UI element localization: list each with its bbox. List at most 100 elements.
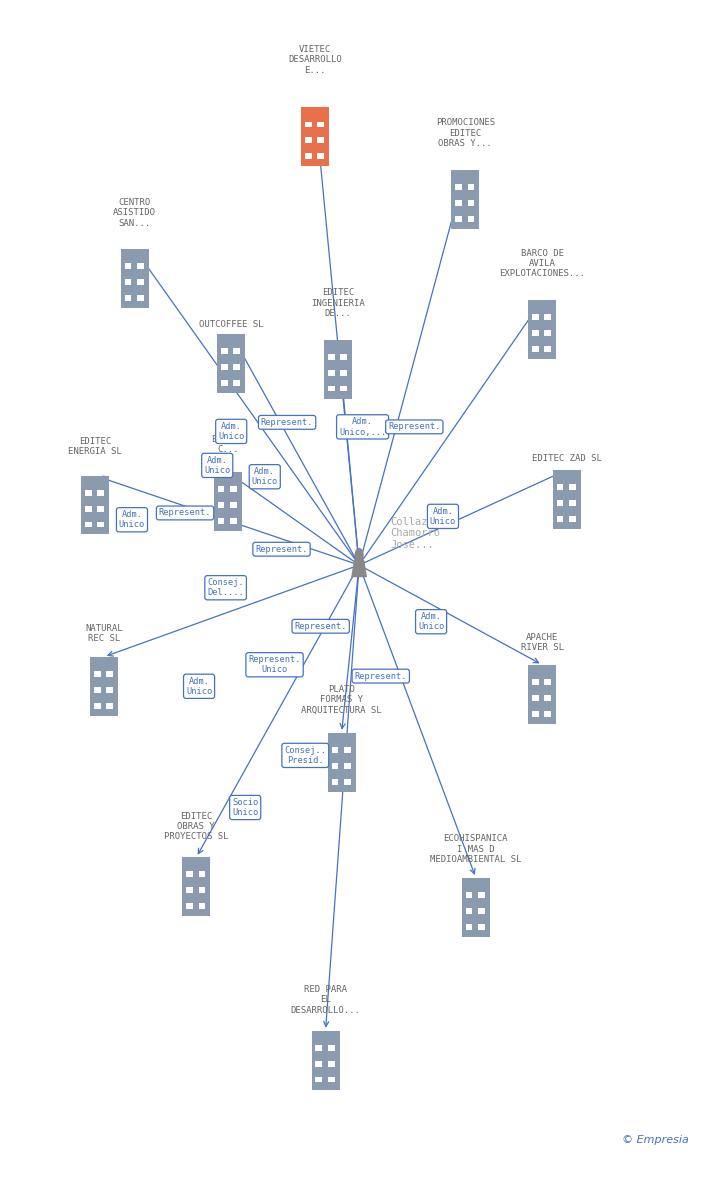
Circle shape	[355, 548, 364, 563]
FancyBboxPatch shape	[478, 907, 485, 913]
FancyBboxPatch shape	[328, 1044, 334, 1050]
FancyBboxPatch shape	[218, 503, 224, 509]
Text: PLATO
FORMAS Y
ARQUITECTURA SL: PLATO FORMAS Y ARQUITECTURA SL	[301, 684, 382, 715]
FancyBboxPatch shape	[331, 779, 339, 785]
FancyBboxPatch shape	[466, 924, 472, 930]
Text: Represent.: Represent.	[355, 671, 407, 681]
FancyBboxPatch shape	[218, 518, 224, 524]
FancyBboxPatch shape	[182, 858, 210, 916]
FancyBboxPatch shape	[234, 363, 240, 369]
FancyBboxPatch shape	[124, 263, 132, 269]
FancyBboxPatch shape	[106, 687, 113, 693]
FancyBboxPatch shape	[199, 887, 205, 893]
FancyBboxPatch shape	[305, 153, 312, 159]
FancyBboxPatch shape	[532, 710, 539, 716]
FancyBboxPatch shape	[532, 314, 539, 320]
FancyBboxPatch shape	[85, 490, 92, 496]
FancyBboxPatch shape	[94, 687, 100, 693]
FancyBboxPatch shape	[328, 386, 335, 392]
Text: Represent.: Represent.	[159, 509, 211, 518]
Text: Adm.
Unico: Adm. Unico	[119, 510, 145, 530]
FancyBboxPatch shape	[106, 703, 113, 709]
Text: NATURAL
REC SL: NATURAL REC SL	[85, 624, 123, 643]
Text: Represent.: Represent.	[294, 622, 347, 631]
FancyBboxPatch shape	[532, 695, 539, 701]
Text: APACHE
RIVER SL: APACHE RIVER SL	[521, 632, 563, 653]
Text: CENTRO
ASISTIDO
SAN...: CENTRO ASISTIDO SAN...	[114, 198, 157, 228]
FancyBboxPatch shape	[315, 1061, 323, 1067]
Text: Represent.
Unico: Represent. Unico	[248, 655, 301, 675]
FancyBboxPatch shape	[317, 137, 324, 143]
FancyBboxPatch shape	[124, 295, 132, 301]
FancyBboxPatch shape	[331, 762, 339, 768]
FancyBboxPatch shape	[217, 334, 245, 393]
FancyBboxPatch shape	[97, 490, 104, 496]
FancyBboxPatch shape	[344, 779, 351, 785]
FancyBboxPatch shape	[545, 710, 551, 716]
FancyBboxPatch shape	[455, 184, 462, 190]
FancyBboxPatch shape	[545, 330, 551, 336]
Text: Represent.: Represent.	[261, 418, 313, 427]
FancyBboxPatch shape	[331, 747, 339, 753]
FancyBboxPatch shape	[315, 1044, 323, 1050]
FancyBboxPatch shape	[305, 137, 312, 143]
FancyBboxPatch shape	[230, 503, 237, 509]
FancyBboxPatch shape	[221, 348, 228, 354]
FancyBboxPatch shape	[557, 516, 563, 522]
FancyBboxPatch shape	[545, 695, 551, 701]
FancyBboxPatch shape	[344, 747, 351, 753]
FancyBboxPatch shape	[529, 300, 556, 359]
FancyBboxPatch shape	[234, 380, 240, 386]
Text: Adm.
Unico: Adm. Unico	[204, 455, 230, 476]
FancyBboxPatch shape	[121, 249, 149, 308]
FancyBboxPatch shape	[137, 295, 143, 301]
Text: VIETEC
DESARROLLO
E...: VIETEC DESARROLLO E...	[288, 45, 342, 74]
FancyBboxPatch shape	[234, 348, 240, 354]
FancyBboxPatch shape	[186, 872, 193, 878]
FancyBboxPatch shape	[124, 278, 132, 284]
FancyBboxPatch shape	[478, 892, 485, 898]
FancyBboxPatch shape	[90, 657, 118, 716]
FancyBboxPatch shape	[186, 887, 193, 893]
FancyBboxPatch shape	[478, 924, 485, 930]
FancyBboxPatch shape	[94, 671, 100, 677]
FancyBboxPatch shape	[328, 1076, 334, 1082]
FancyBboxPatch shape	[324, 340, 352, 399]
Text: Adm.
Unico: Adm. Unico	[186, 676, 212, 696]
FancyBboxPatch shape	[455, 199, 462, 205]
FancyBboxPatch shape	[545, 346, 551, 352]
Text: Consej.
Del....: Consej. Del....	[207, 578, 244, 597]
FancyBboxPatch shape	[97, 505, 104, 511]
FancyBboxPatch shape	[106, 671, 113, 677]
FancyBboxPatch shape	[467, 199, 474, 205]
FancyBboxPatch shape	[532, 346, 539, 352]
Text: Adm.
Unico: Adm. Unico	[430, 506, 456, 526]
FancyBboxPatch shape	[317, 122, 324, 127]
FancyBboxPatch shape	[199, 872, 205, 878]
FancyBboxPatch shape	[221, 363, 228, 369]
FancyBboxPatch shape	[221, 380, 228, 386]
FancyBboxPatch shape	[137, 278, 143, 284]
Text: Consej..
Presid.: Consej.. Presid.	[285, 746, 326, 765]
FancyBboxPatch shape	[466, 907, 472, 913]
Text: ECOHISPANICA
I MAS D
MEDIOAMBIENTAL SL: ECOHISPANICA I MAS D MEDIOAMBIENTAL SL	[430, 834, 521, 864]
FancyBboxPatch shape	[569, 484, 576, 490]
FancyBboxPatch shape	[569, 516, 576, 522]
FancyBboxPatch shape	[218, 486, 224, 492]
FancyBboxPatch shape	[341, 369, 347, 375]
Text: OUTCOFFEE SL: OUTCOFFEE SL	[199, 321, 264, 329]
FancyBboxPatch shape	[199, 903, 205, 909]
FancyBboxPatch shape	[328, 1061, 334, 1067]
Text: PROMOCIONES
EDITEC
OBRAS Y...: PROMOCIONES EDITEC OBRAS Y...	[436, 118, 495, 149]
FancyBboxPatch shape	[467, 216, 474, 222]
FancyBboxPatch shape	[317, 153, 324, 159]
FancyBboxPatch shape	[532, 678, 539, 684]
Text: RED PARA
EL
DESARROLLO...: RED PARA EL DESARROLLO...	[290, 985, 360, 1015]
FancyBboxPatch shape	[569, 500, 576, 506]
FancyBboxPatch shape	[467, 184, 474, 190]
FancyBboxPatch shape	[532, 330, 539, 336]
Text: Represent.: Represent.	[256, 545, 308, 553]
FancyBboxPatch shape	[529, 664, 556, 723]
FancyBboxPatch shape	[305, 122, 312, 127]
Text: EDITEC ZAD SL: EDITEC ZAD SL	[531, 454, 601, 463]
